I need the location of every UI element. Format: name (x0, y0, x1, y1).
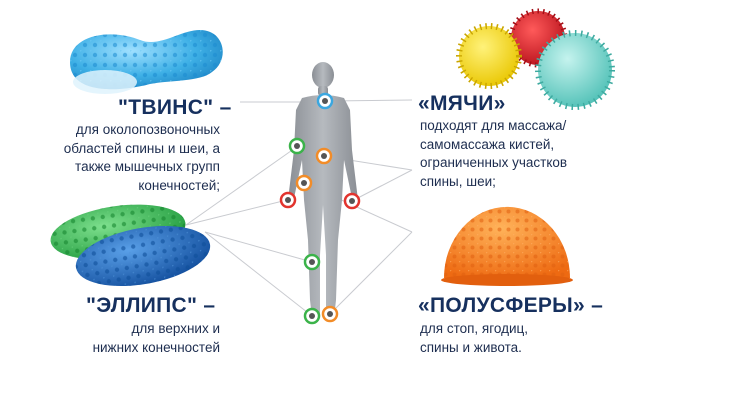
balls-description: подходят для массажа/ самомассажа кистей… (420, 118, 568, 189)
hemispheres-description: для стоп, ягодиц, спины и живота. (420, 321, 528, 355)
marker-left-foot (303, 307, 321, 325)
ellipse-description: для верхних и нижних конечностей (92, 321, 220, 355)
marker-shoulder (288, 137, 306, 155)
twins-description: для околопозвоночных областей спины и ше… (63, 122, 220, 193)
marker-right-hand (343, 192, 361, 210)
hemispheres-title: «ПОЛУСФЕРЫ» – (418, 294, 604, 317)
ellipse-massager-image (50, 204, 211, 286)
marker-chest (315, 147, 333, 165)
marker-left-hand (279, 191, 297, 209)
marker-hip (295, 174, 313, 192)
balls-title: «МЯЧИ» (418, 92, 506, 115)
ellipse-title: "ЭЛЛИПС" – (86, 294, 216, 317)
twins-title: "ТВИНС" – (118, 96, 232, 119)
balls-image (456, 8, 615, 110)
twins-massager-image (70, 30, 223, 94)
marker-right-foot (321, 305, 339, 323)
body-markers (279, 92, 361, 325)
marker-knee (303, 253, 321, 271)
marker-neck (316, 92, 334, 110)
human-silhouette (288, 62, 358, 318)
hemisphere-massager-image (441, 206, 573, 286)
